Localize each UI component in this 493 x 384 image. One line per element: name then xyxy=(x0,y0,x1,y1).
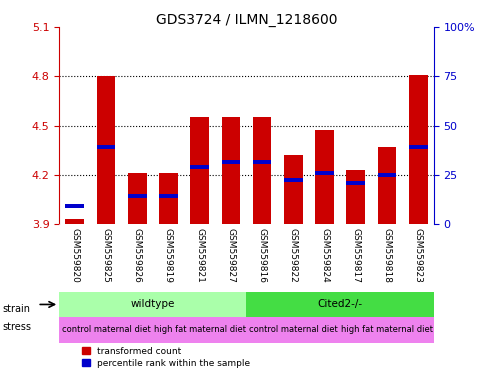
Text: GSM559826: GSM559826 xyxy=(133,228,141,282)
Bar xyxy=(159,173,178,224)
Text: GSM559821: GSM559821 xyxy=(195,228,204,282)
Text: GSM559816: GSM559816 xyxy=(258,228,267,283)
Bar xyxy=(97,145,115,149)
Text: GSM559823: GSM559823 xyxy=(414,228,423,282)
Bar xyxy=(221,117,240,224)
Bar xyxy=(253,160,272,164)
Bar xyxy=(128,173,146,224)
Text: stress: stress xyxy=(2,322,32,332)
Text: GDS3724 / ILMN_1218600: GDS3724 / ILMN_1218600 xyxy=(156,13,337,27)
Bar xyxy=(284,178,303,182)
Text: high fat maternal diet: high fat maternal diet xyxy=(341,325,433,334)
Bar xyxy=(347,170,365,224)
Text: GSM559824: GSM559824 xyxy=(320,228,329,282)
FancyBboxPatch shape xyxy=(153,317,246,343)
Text: GSM559818: GSM559818 xyxy=(383,228,391,283)
Bar xyxy=(97,76,115,224)
Text: GSM559819: GSM559819 xyxy=(164,228,173,283)
FancyBboxPatch shape xyxy=(59,292,246,317)
Bar xyxy=(190,165,209,169)
Text: wildtype: wildtype xyxy=(131,300,175,310)
Bar xyxy=(409,145,427,149)
FancyBboxPatch shape xyxy=(340,317,434,343)
Bar xyxy=(409,74,427,224)
Bar xyxy=(378,173,396,177)
Text: GSM559817: GSM559817 xyxy=(352,228,360,283)
Bar xyxy=(66,204,84,208)
Bar xyxy=(66,219,84,224)
Bar xyxy=(159,194,178,198)
Text: control maternal diet: control maternal diet xyxy=(249,325,338,334)
Legend: transformed count, percentile rank within the sample: transformed count, percentile rank withi… xyxy=(82,347,250,368)
Text: GSM559820: GSM559820 xyxy=(70,228,79,282)
FancyBboxPatch shape xyxy=(59,317,153,343)
Bar xyxy=(378,147,396,224)
Bar xyxy=(221,160,240,164)
Bar xyxy=(315,131,334,224)
Text: GSM559827: GSM559827 xyxy=(226,228,235,282)
Text: control maternal diet: control maternal diet xyxy=(62,325,150,334)
Text: GSM559822: GSM559822 xyxy=(289,228,298,282)
Bar xyxy=(284,155,303,224)
Bar xyxy=(190,117,209,224)
Text: Cited2-/-: Cited2-/- xyxy=(317,300,363,310)
Bar xyxy=(315,171,334,175)
Bar xyxy=(347,181,365,185)
FancyBboxPatch shape xyxy=(246,317,340,343)
Text: high fat maternal diet: high fat maternal diet xyxy=(154,325,246,334)
Bar xyxy=(128,194,146,198)
Bar xyxy=(253,117,272,224)
FancyBboxPatch shape xyxy=(246,292,434,317)
Text: GSM559825: GSM559825 xyxy=(102,228,110,282)
Text: strain: strain xyxy=(2,304,31,314)
